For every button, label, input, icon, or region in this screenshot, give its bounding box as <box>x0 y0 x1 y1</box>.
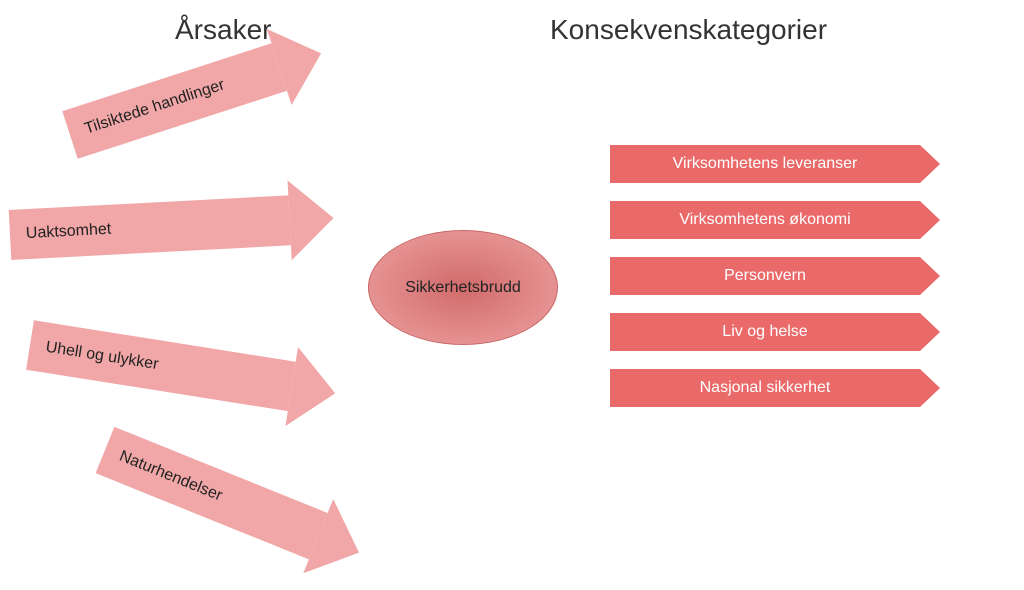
consequences-layer: Virksomhetens leveranser Virksomhetens øk… <box>610 145 940 425</box>
consequence-item-label: Nasjonal sikkerhet <box>610 369 920 407</box>
arrowhead-icon <box>920 313 940 351</box>
arrowhead-icon <box>920 201 940 239</box>
consequence-item-label: Virksomhetens leveranser <box>610 145 920 183</box>
arrowhead-icon <box>267 15 334 105</box>
consequence-item: Liv og helse <box>610 313 940 351</box>
consequence-item: Personvern <box>610 257 940 295</box>
center-node-label: Sikkerhetsbrudd <box>405 279 521 297</box>
arrowhead-icon <box>920 257 940 295</box>
heading-causes: Årsaker <box>175 14 271 46</box>
arrowhead-icon <box>303 499 374 590</box>
consequence-item-label: Personvern <box>610 257 920 295</box>
cause-arrow-label: Uaktsomhet <box>9 195 291 260</box>
consequence-item-label: Liv og helse <box>610 313 920 351</box>
cause-arrow-label: Uhell og ulykker <box>26 320 296 411</box>
arrowhead-icon <box>288 178 336 260</box>
cause-arrow-label: Tilsiktede handlinger <box>62 43 287 159</box>
cause-arrow: Uaktsomhet <box>9 193 335 260</box>
consequence-item: Virksomhetens økonomi <box>610 201 940 239</box>
cause-arrow: Uhell og ulykker <box>26 320 339 418</box>
cause-arrow: Naturhendelser <box>96 427 369 576</box>
consequence-item-label: Virksomhetens økonomi <box>610 201 920 239</box>
cause-arrow-label: Naturhendelser <box>96 427 328 560</box>
consequence-item: Virksomhetens leveranser <box>610 145 940 183</box>
arrowhead-icon <box>920 369 940 407</box>
consequence-item: Nasjonal sikkerhet <box>610 369 940 407</box>
center-node-sikkerhetsbrudd: Sikkerhetsbrudd <box>368 230 558 345</box>
arrowhead-icon <box>285 347 341 433</box>
cause-arrow: Tilsiktede handlinger <box>62 30 329 159</box>
heading-consequences: Konsekvenskategorier <box>550 14 827 46</box>
arrowhead-icon <box>920 145 940 183</box>
